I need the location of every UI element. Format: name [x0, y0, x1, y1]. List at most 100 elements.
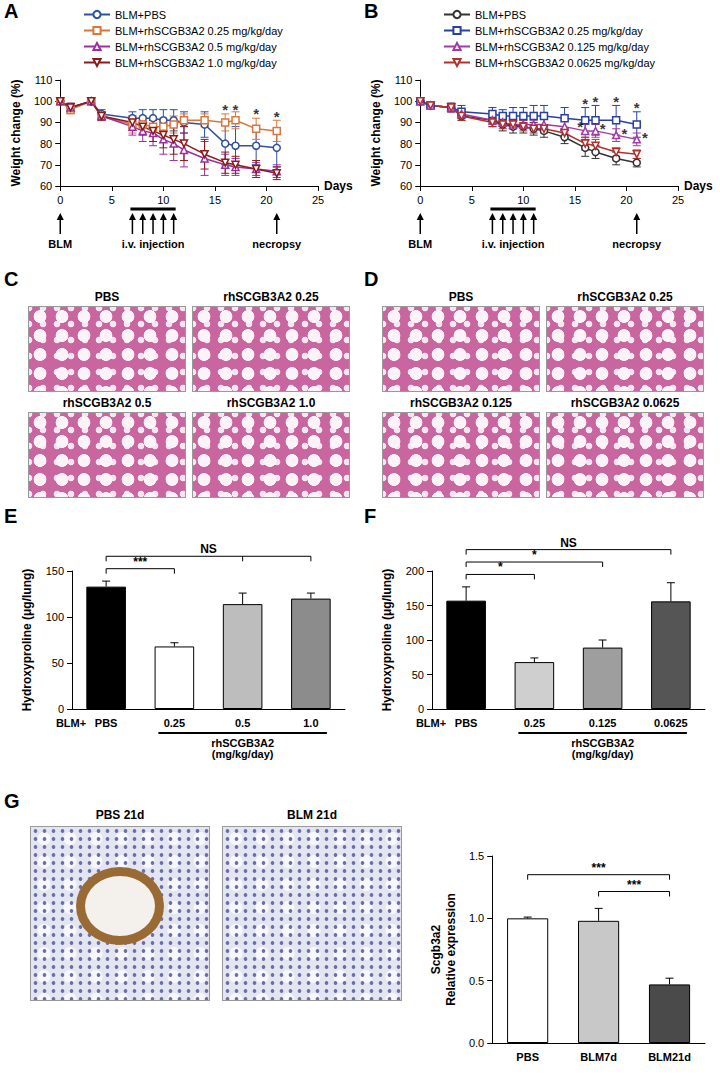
svg-text:0.125: 0.125 [589, 717, 617, 729]
svg-text:0: 0 [418, 703, 424, 715]
svg-text:i.v. injection: i.v. injection [482, 238, 545, 250]
svg-text:150: 150 [406, 600, 424, 612]
html-text:C: C [4, 268, 19, 290]
svg-text:*: * [613, 93, 619, 110]
svg-text:20: 20 [260, 194, 272, 206]
svg-text:Relative expression: Relative expression [444, 893, 458, 1006]
svg-text:BLM+PBS: BLM+PBS [115, 9, 166, 21]
svg-text:BLM+: BLM+ [416, 717, 446, 729]
svg-text:25: 25 [312, 194, 324, 206]
svg-text:BLM+rhSCGB3A2 0.25 mg/kg/day: BLM+rhSCGB3A2 0.25 mg/kg/day [475, 25, 643, 37]
svg-text:70: 70 [40, 159, 52, 171]
svg-text:BLM+PBS: BLM+PBS [475, 9, 526, 21]
html-text:A: A [4, 0, 19, 22]
svg-text:BLM+rhSCGB3A2 0.125 mg/kg/day: BLM+rhSCGB3A2 0.125 mg/kg/day [475, 41, 649, 53]
svg-text:100: 100 [46, 611, 64, 623]
svg-text:100: 100 [34, 95, 52, 107]
svg-text:*: * [593, 93, 599, 110]
html-text:G: G [4, 790, 20, 812]
svg-text:0.0: 0.0 [469, 1037, 484, 1049]
svg-text:BLM+rhSCGB3A2 0.25 mg/kg/day: BLM+rhSCGB3A2 0.25 mg/kg/day [115, 25, 283, 37]
svg-text:15: 15 [569, 194, 581, 206]
svg-text:80: 80 [40, 138, 52, 150]
svg-text:60: 60 [40, 180, 52, 192]
svg-text:0.25: 0.25 [524, 717, 545, 729]
svg-text:50: 50 [52, 657, 64, 669]
svg-text:BLM+rhSCGB3A2 1.0 mg/kg/day: BLM+rhSCGB3A2 1.0 mg/kg/day [115, 57, 277, 69]
svg-text:*: * [274, 108, 280, 125]
svg-text:Scgb3a2: Scgb3a2 [429, 924, 443, 974]
svg-text:80: 80 [400, 138, 412, 150]
svg-text:0.0625: 0.0625 [654, 717, 688, 729]
svg-text:PBS: PBS [516, 1051, 539, 1063]
svg-text:***: *** [627, 878, 641, 892]
svg-text:PBS: PBS [455, 717, 478, 729]
svg-text:60: 60 [400, 180, 412, 192]
svg-text:5: 5 [109, 194, 115, 206]
svg-text:0.25: 0.25 [164, 717, 185, 729]
svg-text:Weight change (%): Weight change (%) [369, 79, 383, 186]
svg-text:100: 100 [394, 95, 412, 107]
html-text:B: B [364, 0, 379, 22]
svg-text:0.5: 0.5 [469, 975, 484, 987]
svg-text:(mg/kg/day): (mg/kg/day) [572, 748, 634, 760]
svg-text:1.0: 1.0 [303, 717, 318, 729]
svg-text:0.5: 0.5 [235, 717, 250, 729]
svg-text:110: 110 [35, 74, 53, 86]
svg-text:BLM: BLM [48, 238, 72, 250]
svg-text:10: 10 [517, 194, 529, 206]
svg-text:*: * [253, 105, 259, 122]
svg-text:1.0: 1.0 [469, 912, 484, 924]
svg-text:5: 5 [469, 194, 475, 206]
svg-text:(mg/kg/day): (mg/kg/day) [212, 748, 274, 760]
svg-text:PBS: PBS [95, 717, 118, 729]
svg-text:necropsy: necropsy [612, 238, 662, 250]
svg-text:Days: Days [684, 179, 713, 193]
svg-text:*: * [222, 101, 228, 118]
svg-text:NS: NS [560, 536, 577, 550]
svg-text:Weight change (%): Weight change (%) [9, 79, 23, 186]
svg-text:*: * [600, 120, 606, 137]
svg-text:1.5: 1.5 [469, 850, 484, 862]
svg-text:0: 0 [57, 194, 63, 206]
svg-text:200: 200 [406, 565, 424, 577]
svg-text:***: *** [133, 555, 147, 569]
html-text:D: D [364, 268, 379, 290]
svg-text:150: 150 [46, 565, 64, 577]
svg-text:Days: Days [324, 179, 353, 193]
svg-text:90: 90 [40, 116, 52, 128]
svg-text:10: 10 [157, 194, 169, 206]
svg-text:necropsy: necropsy [252, 238, 302, 250]
svg-text:Hydroxyproline (μg/lung): Hydroxyproline (μg/lung) [20, 569, 34, 712]
svg-text:*: * [577, 118, 583, 135]
svg-text:***: *** [592, 861, 606, 875]
svg-text:50: 50 [412, 669, 424, 681]
svg-text:BLM+: BLM+ [56, 717, 86, 729]
svg-text:20: 20 [620, 194, 632, 206]
svg-text:NS: NS [200, 542, 217, 556]
svg-text:*: * [642, 129, 648, 146]
svg-text:BLM7d: BLM7d [580, 1051, 617, 1063]
svg-text:BLM+rhSCGB3A2 0.0625 mg/kg/day: BLM+rhSCGB3A2 0.0625 mg/kg/day [475, 57, 656, 69]
svg-text:BLM: BLM [408, 238, 432, 250]
svg-text:110: 110 [395, 74, 413, 86]
svg-text:0: 0 [417, 194, 423, 206]
svg-text:*: * [621, 125, 627, 142]
svg-text:90: 90 [400, 116, 412, 128]
svg-text:*: * [532, 548, 537, 562]
html-text:PBS: PBS [94, 290, 120, 304]
svg-text:i.v. injection: i.v. injection [122, 238, 185, 250]
svg-text:100: 100 [406, 634, 424, 646]
svg-text:*: * [498, 560, 503, 574]
svg-text:25: 25 [672, 194, 684, 206]
svg-text:Hydroxyproline (μg/lung): Hydroxyproline (μg/lung) [380, 569, 394, 712]
html-text:E: E [4, 505, 18, 527]
svg-text:BLM+rhSCGB3A2 0.5 mg/kg/day: BLM+rhSCGB3A2 0.5 mg/kg/day [115, 41, 277, 53]
svg-text:15: 15 [209, 194, 221, 206]
svg-text:*: * [233, 101, 239, 118]
svg-text:0: 0 [58, 703, 64, 715]
svg-text:70: 70 [400, 159, 412, 171]
svg-text:BLM21d: BLM21d [648, 1051, 691, 1063]
svg-text:*: * [582, 95, 588, 112]
svg-text:*: * [634, 99, 640, 116]
